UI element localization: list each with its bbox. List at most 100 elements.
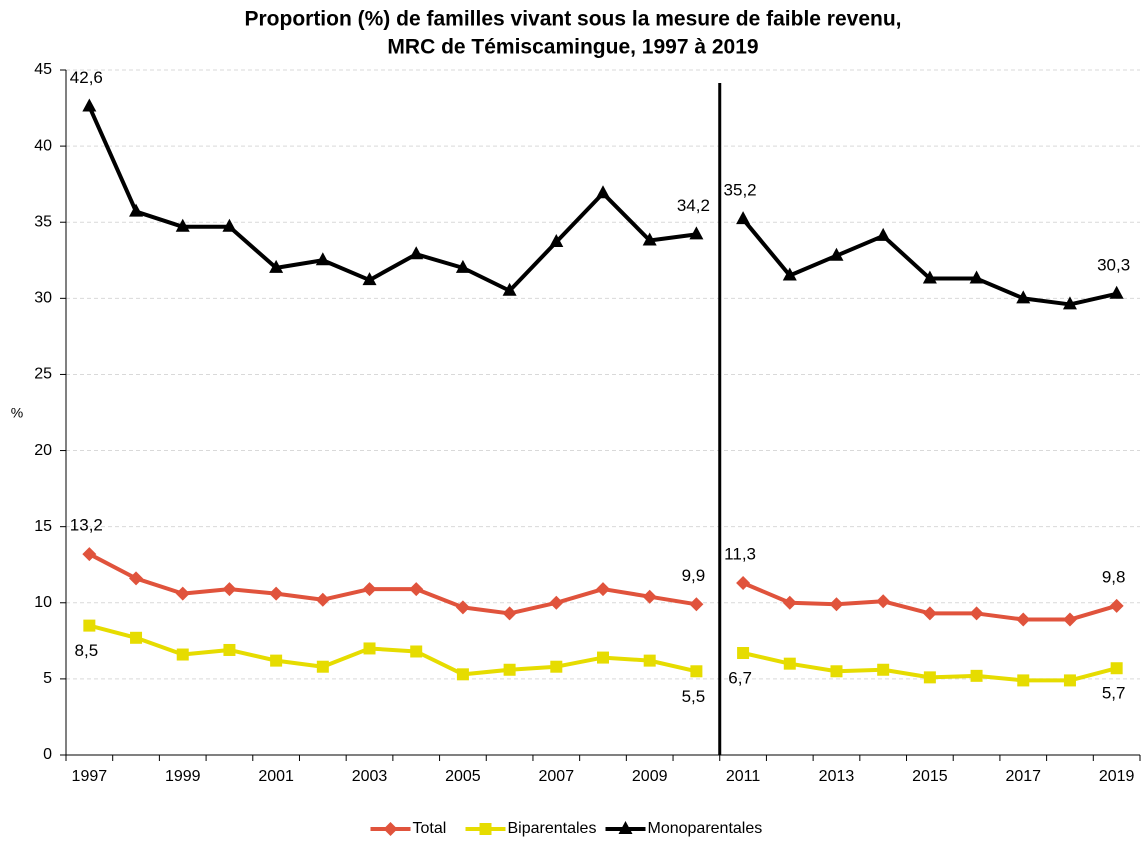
data-label: 42,6 xyxy=(70,68,103,87)
line xyxy=(88,552,697,616)
marker xyxy=(737,647,750,660)
data-label: 13,2 xyxy=(70,516,103,535)
x-tick-label: 2003 xyxy=(352,768,388,785)
line xyxy=(88,623,697,677)
y-tick-label: 30 xyxy=(34,290,52,307)
marker xyxy=(456,668,469,681)
data-label: 5,7 xyxy=(1102,684,1126,703)
marker xyxy=(736,575,751,590)
marker xyxy=(642,589,657,604)
marker xyxy=(409,582,424,597)
marker xyxy=(969,606,984,621)
data-label: 35,2 xyxy=(724,181,757,200)
legend-marker xyxy=(618,821,633,834)
marker xyxy=(736,211,751,225)
marker xyxy=(689,597,704,612)
data-label: 30,3 xyxy=(1097,255,1130,274)
marker xyxy=(316,660,329,673)
marker xyxy=(549,595,564,610)
marker xyxy=(410,645,423,658)
marker xyxy=(363,642,376,655)
y-tick-label: 10 xyxy=(34,594,52,611)
marker xyxy=(1063,674,1076,687)
y-tick-label: 0 xyxy=(43,746,52,763)
legend-item: Monoparentales xyxy=(605,820,763,837)
marker xyxy=(1016,290,1031,304)
marker xyxy=(922,270,937,284)
marker xyxy=(877,663,890,676)
legend-label: Total xyxy=(413,820,447,837)
marker xyxy=(782,267,797,281)
marker xyxy=(130,631,143,644)
marker xyxy=(315,592,330,607)
marker xyxy=(550,660,563,673)
marker xyxy=(83,619,96,632)
marker xyxy=(596,582,610,597)
y-tick-label: 20 xyxy=(34,442,52,459)
marker xyxy=(923,671,936,684)
marker xyxy=(642,232,657,246)
marker xyxy=(1109,285,1124,299)
x-tick-label: 2013 xyxy=(819,768,855,785)
marker xyxy=(1062,612,1077,627)
marker xyxy=(829,247,844,261)
y-tick-label: 40 xyxy=(34,137,52,154)
data-label: 11,3 xyxy=(724,544,756,563)
data-label: 5,5 xyxy=(682,687,706,706)
marker xyxy=(597,651,609,664)
marker xyxy=(129,571,144,586)
marker xyxy=(690,665,703,678)
marker xyxy=(270,654,283,667)
data-label: 34,2 xyxy=(677,196,710,215)
marker xyxy=(1016,612,1031,627)
marker xyxy=(502,606,517,621)
line xyxy=(741,217,1118,307)
marker xyxy=(269,586,284,601)
legend-item: Total xyxy=(370,820,447,837)
marker xyxy=(409,246,424,260)
x-tick-label: 2009 xyxy=(632,768,668,785)
marker xyxy=(643,654,656,667)
marker xyxy=(222,218,237,232)
x-tick-label: 2015 xyxy=(912,768,948,785)
marker xyxy=(269,259,284,273)
marker xyxy=(362,582,377,597)
x-tick-label: 1999 xyxy=(165,768,201,785)
marker xyxy=(129,203,144,217)
y-tick-label: 25 xyxy=(34,366,52,383)
data-label: 8,5 xyxy=(75,641,99,660)
x-tick-label: 2011 xyxy=(726,768,761,785)
marker xyxy=(1110,662,1123,675)
marker xyxy=(782,595,797,610)
data-label: 6,7 xyxy=(728,668,752,687)
marker xyxy=(876,227,891,241)
marker xyxy=(503,663,516,676)
marker xyxy=(455,259,470,273)
legend-item: Biparentales xyxy=(465,820,596,837)
marker xyxy=(1109,598,1124,613)
marker xyxy=(455,600,470,615)
legend-marker xyxy=(479,823,492,835)
marker xyxy=(876,594,891,609)
marker xyxy=(82,547,97,562)
legend-label: Monoparentales xyxy=(648,820,763,837)
chart-subtitle: MRC de Témiscamingue, 1997 à 2019 xyxy=(387,36,758,59)
x-tick-label: 2017 xyxy=(1005,768,1041,785)
marker xyxy=(969,270,984,284)
line xyxy=(87,105,697,293)
marker xyxy=(222,582,237,597)
x-tick-label: 1997 xyxy=(72,768,108,785)
legend-marker xyxy=(383,822,398,836)
marker xyxy=(970,669,983,682)
y-tick-label: 35 xyxy=(34,213,52,230)
y-axis-label: % xyxy=(11,405,23,421)
x-tick-label: 2005 xyxy=(445,768,481,785)
marker xyxy=(502,282,517,296)
marker xyxy=(783,657,796,670)
y-tick-label: 45 xyxy=(34,61,52,78)
data-label: 9,8 xyxy=(1102,567,1126,586)
x-tick-label: 2007 xyxy=(539,768,575,785)
data-label: 9,9 xyxy=(682,566,706,585)
x-tick-label: 2001 xyxy=(258,768,294,785)
